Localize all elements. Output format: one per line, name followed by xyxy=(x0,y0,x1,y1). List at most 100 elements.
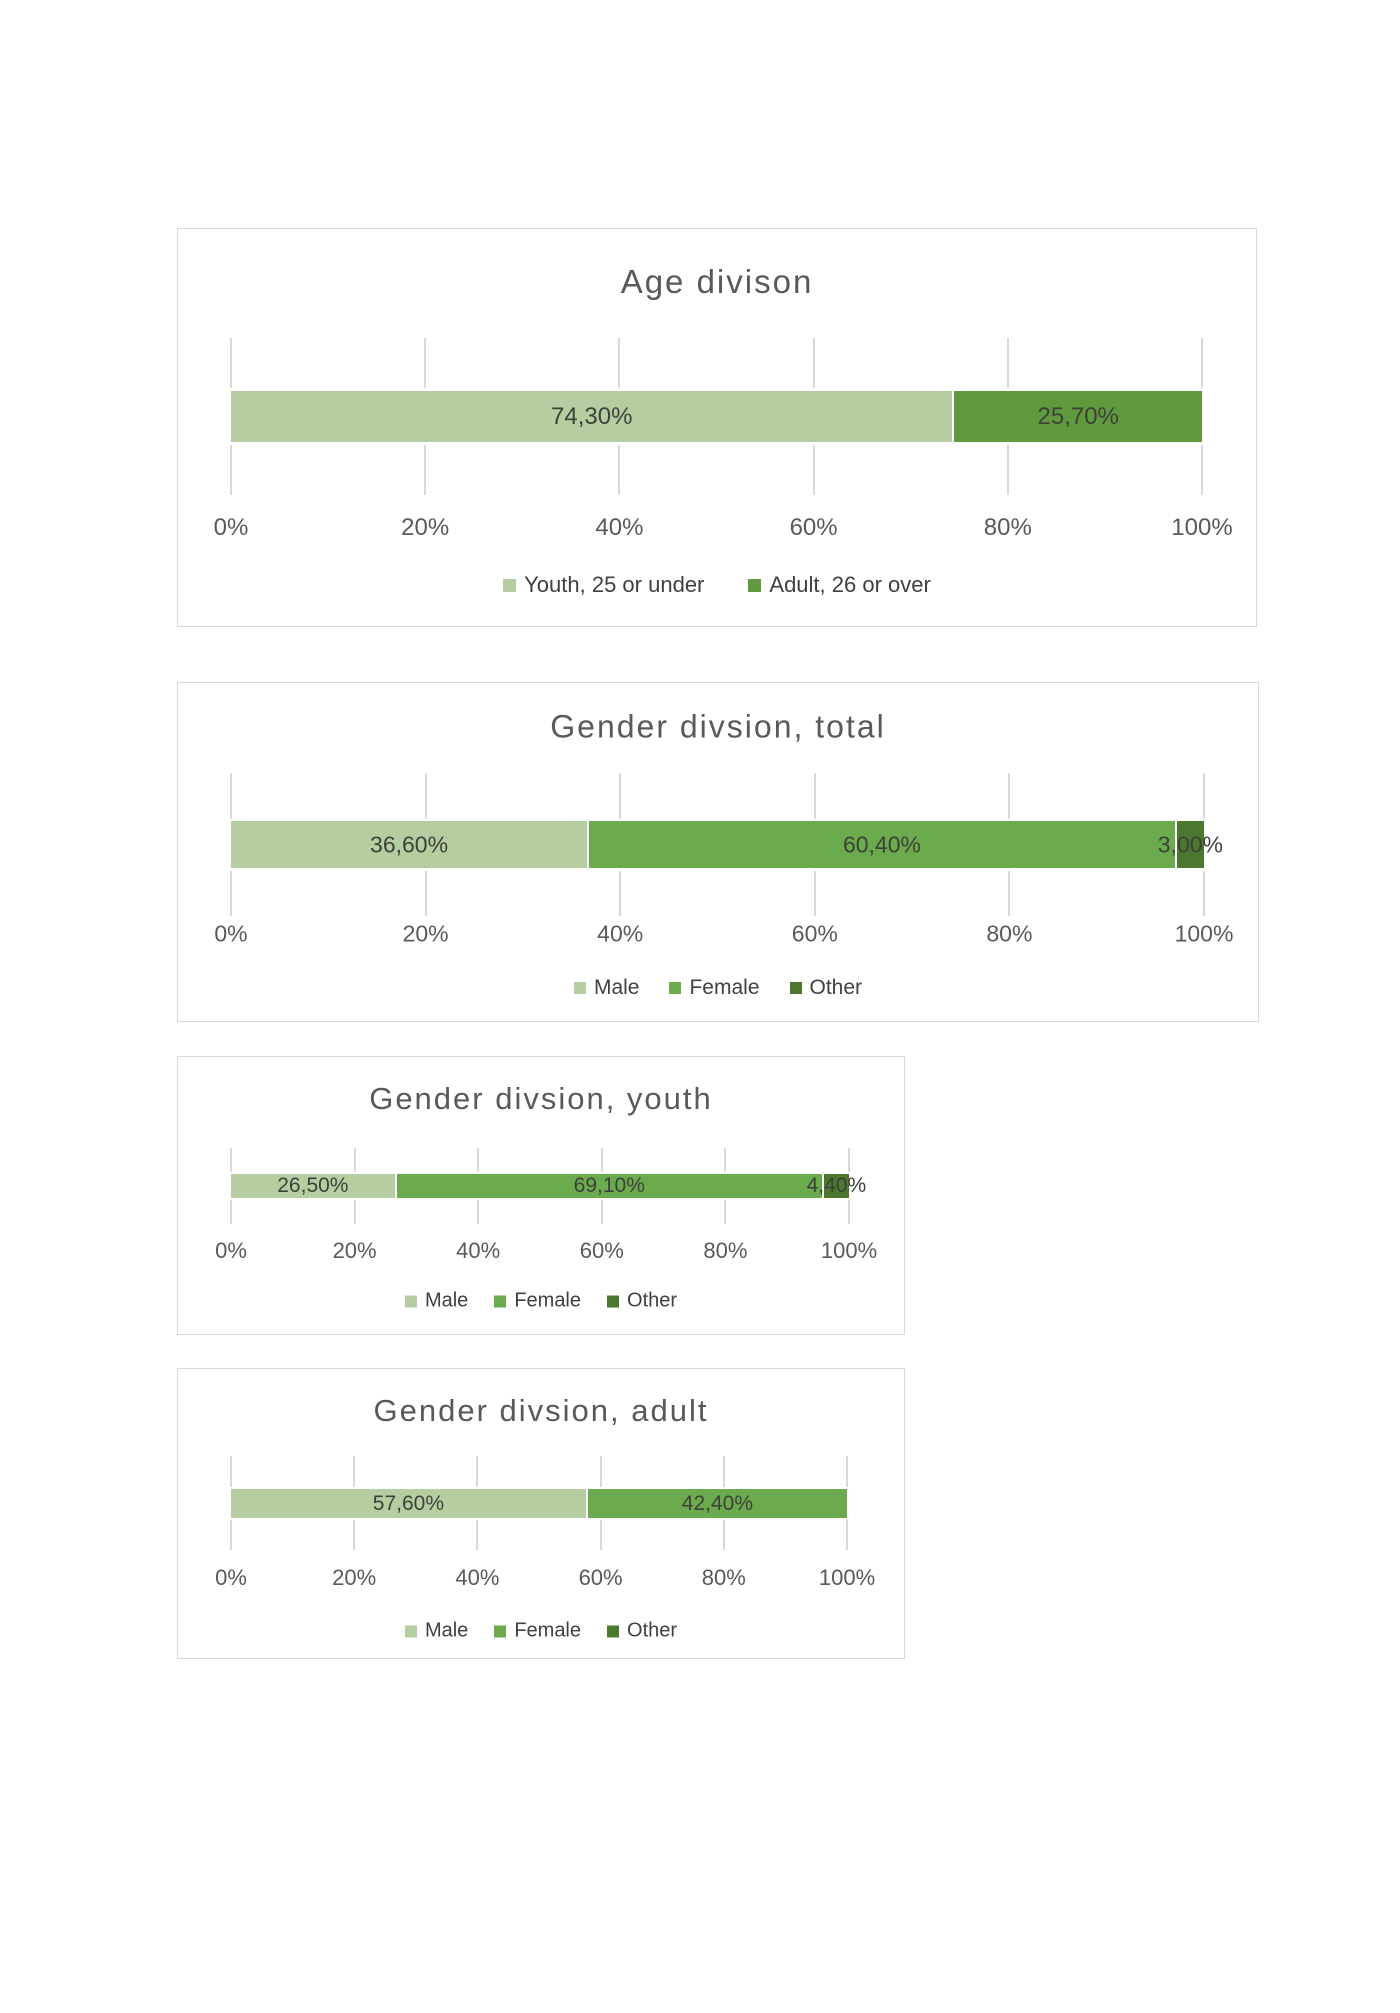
gridline-tick-bottom xyxy=(230,445,232,495)
gridline-tick-top xyxy=(353,1456,356,1487)
gridline-tick-top xyxy=(846,1456,848,1487)
bar-segment-other: 4,40% xyxy=(807,1174,866,1198)
gridline-tick-bottom xyxy=(1201,445,1203,495)
x-axis-label: 20% xyxy=(332,1565,377,1590)
gridline-tick-top xyxy=(1201,338,1203,388)
x-axis-label: 0% xyxy=(214,920,248,947)
data-label: 25,70% xyxy=(1037,402,1119,430)
gridline-tick-top xyxy=(230,1456,232,1487)
gridline-tick-bottom xyxy=(230,1200,232,1224)
legend-swatch-icon xyxy=(669,982,682,994)
legend-swatch-icon xyxy=(404,1295,417,1307)
legend-item-other: Other xyxy=(607,1620,677,1643)
legend-label: Female xyxy=(689,976,760,999)
chart-gender-division-adult: Gender divsion, adult 0% 20% 40% 60% 80% 100% 5… xyxy=(177,1368,905,1659)
x-axis-label: 100% xyxy=(820,1238,878,1263)
chart-title: Gender divsion, total xyxy=(550,708,886,745)
gridline-tick-top xyxy=(1008,773,1011,819)
x-axis-label: 100% xyxy=(818,1565,876,1590)
data-label: 60,40% xyxy=(842,831,921,857)
legend: Youth, 25 or under Adult, 26 or over xyxy=(178,572,1256,598)
gridline-tick-top xyxy=(599,1456,602,1487)
legend-item-other: Other xyxy=(789,976,862,1000)
legend-swatch-icon xyxy=(503,578,517,592)
data-label: 69,10% xyxy=(573,1174,645,1197)
gridline-tick-bottom xyxy=(230,871,232,916)
legend-label: Male xyxy=(424,1619,469,1642)
gridline-tick-bottom xyxy=(813,871,816,916)
legend-item-female: Female xyxy=(494,1620,581,1643)
gridline-tick-bottom xyxy=(619,871,622,916)
x-axis-label: 100% xyxy=(1171,514,1233,541)
legend-label: Female xyxy=(514,1619,582,1642)
legend-swatch-icon xyxy=(404,1625,417,1637)
gridline-tick-bottom xyxy=(846,1520,848,1550)
gridline-tick-bottom xyxy=(812,445,815,495)
gridline-tick-bottom xyxy=(353,1520,356,1550)
gridline-tick-bottom xyxy=(722,1520,725,1550)
legend-item-male: Male xyxy=(573,976,640,1000)
bar-segment-youth-25-or-under: 74,30% xyxy=(231,391,953,442)
gridline-tick-top xyxy=(230,1148,232,1172)
gridline-tick-top xyxy=(813,773,816,819)
gridline-tick-top xyxy=(230,338,232,388)
gridline-tick-bottom xyxy=(1203,871,1205,916)
bar-segment-female: 42,40% xyxy=(585,1489,847,1518)
gridline-tick-bottom xyxy=(600,1200,603,1224)
gridline-tick-bottom xyxy=(724,1200,727,1224)
x-axis-label: 40% xyxy=(455,1565,500,1590)
x-axis-label: 40% xyxy=(597,920,644,947)
data-label: 4,40% xyxy=(806,1174,867,1197)
gridline-tick-bottom xyxy=(424,871,427,916)
data-label: 42,40% xyxy=(681,1491,754,1515)
stacked-bar: 74,30% 25,70% xyxy=(231,391,1202,442)
legend-swatch-icon xyxy=(607,1625,620,1637)
legend-label: Youth, 25 or under xyxy=(524,572,705,597)
gridline-tick-bottom xyxy=(424,445,427,495)
stacked-bar: 57,60% 42,40% xyxy=(231,1489,847,1518)
legend-label: Other xyxy=(627,1289,678,1312)
gridline-tick-top xyxy=(722,1456,725,1487)
legend-swatch-icon xyxy=(494,1625,507,1637)
gridline-tick-bottom xyxy=(1006,445,1009,495)
gridline-tick-bottom xyxy=(477,1200,480,1224)
legend: Male Female Other xyxy=(178,976,1258,1000)
gridline-tick-bottom xyxy=(848,1200,850,1224)
x-axis-label: 60% xyxy=(579,1238,624,1263)
x-axis-label: 20% xyxy=(401,514,450,541)
legend-swatch-icon xyxy=(748,578,762,592)
legend-label: Other xyxy=(627,1619,678,1642)
bar-segment-adult-26-or-over: 25,70% xyxy=(952,391,1202,442)
legend-swatch-icon xyxy=(607,1295,620,1307)
gridline-tick-top xyxy=(1203,773,1205,819)
data-label: 3,00% xyxy=(1157,831,1223,857)
data-label: 36,60% xyxy=(370,831,449,857)
x-axis-label: 20% xyxy=(402,920,449,947)
chart-gender-division-total: Gender divsion, total 0% 20% 40% 60% 80% 100% 3… xyxy=(177,682,1259,1022)
legend-label: Male xyxy=(593,976,640,999)
x-axis-label: 80% xyxy=(983,514,1032,541)
chart-title: Gender divsion, youth xyxy=(369,1081,713,1116)
gridline-tick-bottom xyxy=(476,1520,479,1550)
gridline-tick-top xyxy=(1006,338,1009,388)
legend-item-female: Female xyxy=(494,1290,581,1313)
data-label: 57,60% xyxy=(372,1491,445,1515)
gridline-tick-top xyxy=(477,1148,480,1172)
gridline-tick-top xyxy=(812,338,815,388)
gridline-tick-top xyxy=(848,1148,850,1172)
legend-item-adult-26-or-over: Adult, 26 or over xyxy=(748,572,931,598)
bar-segment-female: 69,10% xyxy=(394,1174,822,1198)
legend-label: Male xyxy=(424,1289,469,1312)
legend-swatch-icon xyxy=(573,982,586,994)
data-label: 74,30% xyxy=(551,402,633,430)
chart-title: Age divison xyxy=(620,263,814,300)
bar-segment-other: 3,00% xyxy=(1158,821,1223,868)
gridline-tick-top xyxy=(353,1148,356,1172)
legend-swatch-icon xyxy=(494,1295,507,1307)
chart-age-division: Age divison 0% 20% 40% 60% 80% 100% 74,30% 25,70… xyxy=(177,228,1257,627)
legend-item-male: Male xyxy=(404,1289,469,1313)
x-axis-label: 40% xyxy=(595,514,644,541)
x-axis-label: 60% xyxy=(791,920,838,947)
legend-label: Adult, 26 or over xyxy=(769,572,931,597)
